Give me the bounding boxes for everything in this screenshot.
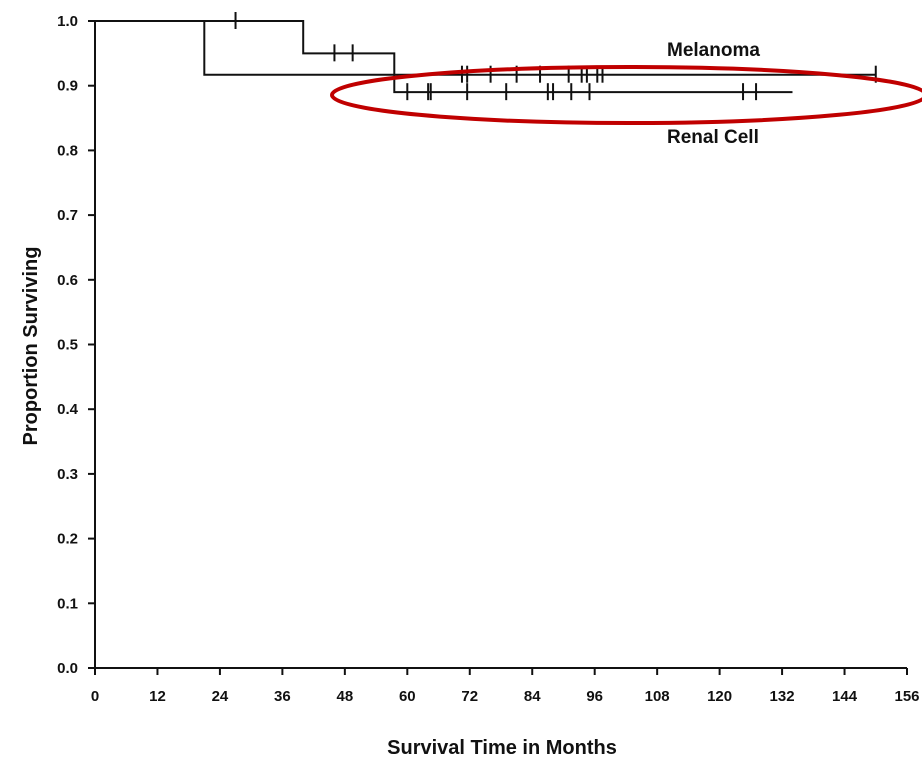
y-tick-label: 0.8: [57, 142, 78, 159]
y-tick-label: 1.0: [57, 13, 78, 30]
x-tick-label: 132: [770, 688, 795, 705]
x-tick-label: 60: [399, 688, 416, 705]
y-tick-label: 0.5: [57, 337, 78, 354]
x-axis-ticks: 0 12 24 36 48 60 72 84 96 108 120 132 144 156: [91, 668, 920, 705]
x-axis-title: Survival Time in Months: [387, 737, 617, 759]
y-tick-label: 0.7: [57, 207, 78, 224]
x-tick-label: 108: [645, 688, 670, 705]
x-tick-label: 12: [149, 688, 166, 705]
x-tick-label: 48: [337, 688, 354, 705]
x-tick-label: 96: [586, 688, 603, 705]
series-label-melanoma: Melanoma: [667, 40, 760, 61]
y-axis-title: Proportion Surviving: [20, 247, 42, 446]
x-tick-label: 84: [524, 688, 541, 705]
y-tick-label: 0.4: [57, 401, 79, 418]
y-tick-label: 0.3: [57, 466, 78, 483]
x-tick-label: 120: [707, 688, 732, 705]
survival-curve-renal-cell: [95, 20, 793, 94]
y-tick-label: 0.9: [57, 78, 78, 95]
x-tick-label: 0: [91, 688, 99, 705]
x-tick-label: 144: [832, 688, 858, 705]
y-tick-label: 0.0: [57, 660, 78, 677]
highlight-ellipse: [330, 65, 922, 125]
y-axis-ticks: 0.0 0.1 0.2 0.3 0.4 0.5 0.6 0.7 0.8 0.9 1.0: [57, 13, 95, 677]
y-tick-label: 0.1: [57, 595, 78, 612]
x-tick-label: 24: [212, 688, 229, 705]
x-tick-label: 156: [894, 688, 919, 705]
y-tick-label: 0.6: [57, 272, 78, 289]
series-label-renal-cell: Renal Cell: [667, 127, 759, 148]
censor-marks: [234, 12, 877, 101]
x-tick-label: 72: [461, 688, 478, 705]
x-tick-label: 36: [274, 688, 291, 705]
y-tick-label: 0.2: [57, 531, 78, 548]
